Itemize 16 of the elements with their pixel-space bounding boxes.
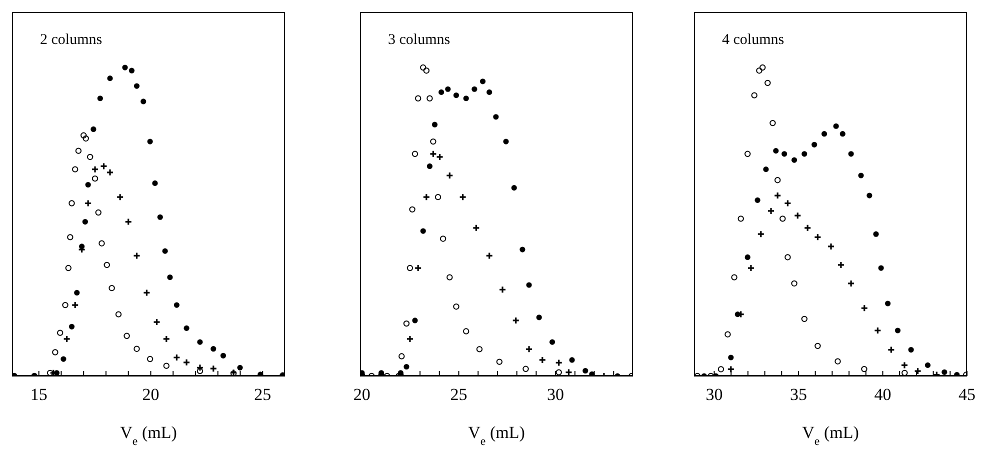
x-tick-label: 20: [142, 385, 160, 404]
x-tick-label: 40: [874, 385, 892, 404]
x-axis-title: V$_{e}$ (mL): [802, 423, 859, 448]
x-tick-label: 25: [450, 385, 468, 404]
x-tick-label: 20: [353, 385, 370, 404]
x-tick-label: 30: [547, 385, 564, 404]
x-axis-title: V$_{e}$ (mL): [468, 423, 525, 448]
chart-title: 4 columns: [722, 32, 784, 49]
chart-title: 2 columns: [40, 32, 102, 49]
x-tick-label: 15: [30, 385, 48, 404]
x-axis-title: V$_{e}$ (mL): [120, 423, 177, 448]
chart-title: 3 columns: [388, 32, 450, 49]
x-tick-label: 35: [790, 385, 807, 404]
x-tick-label: 30: [706, 385, 723, 404]
x-tick-label: 45: [958, 385, 976, 404]
x-tick-label: 25: [254, 385, 272, 404]
